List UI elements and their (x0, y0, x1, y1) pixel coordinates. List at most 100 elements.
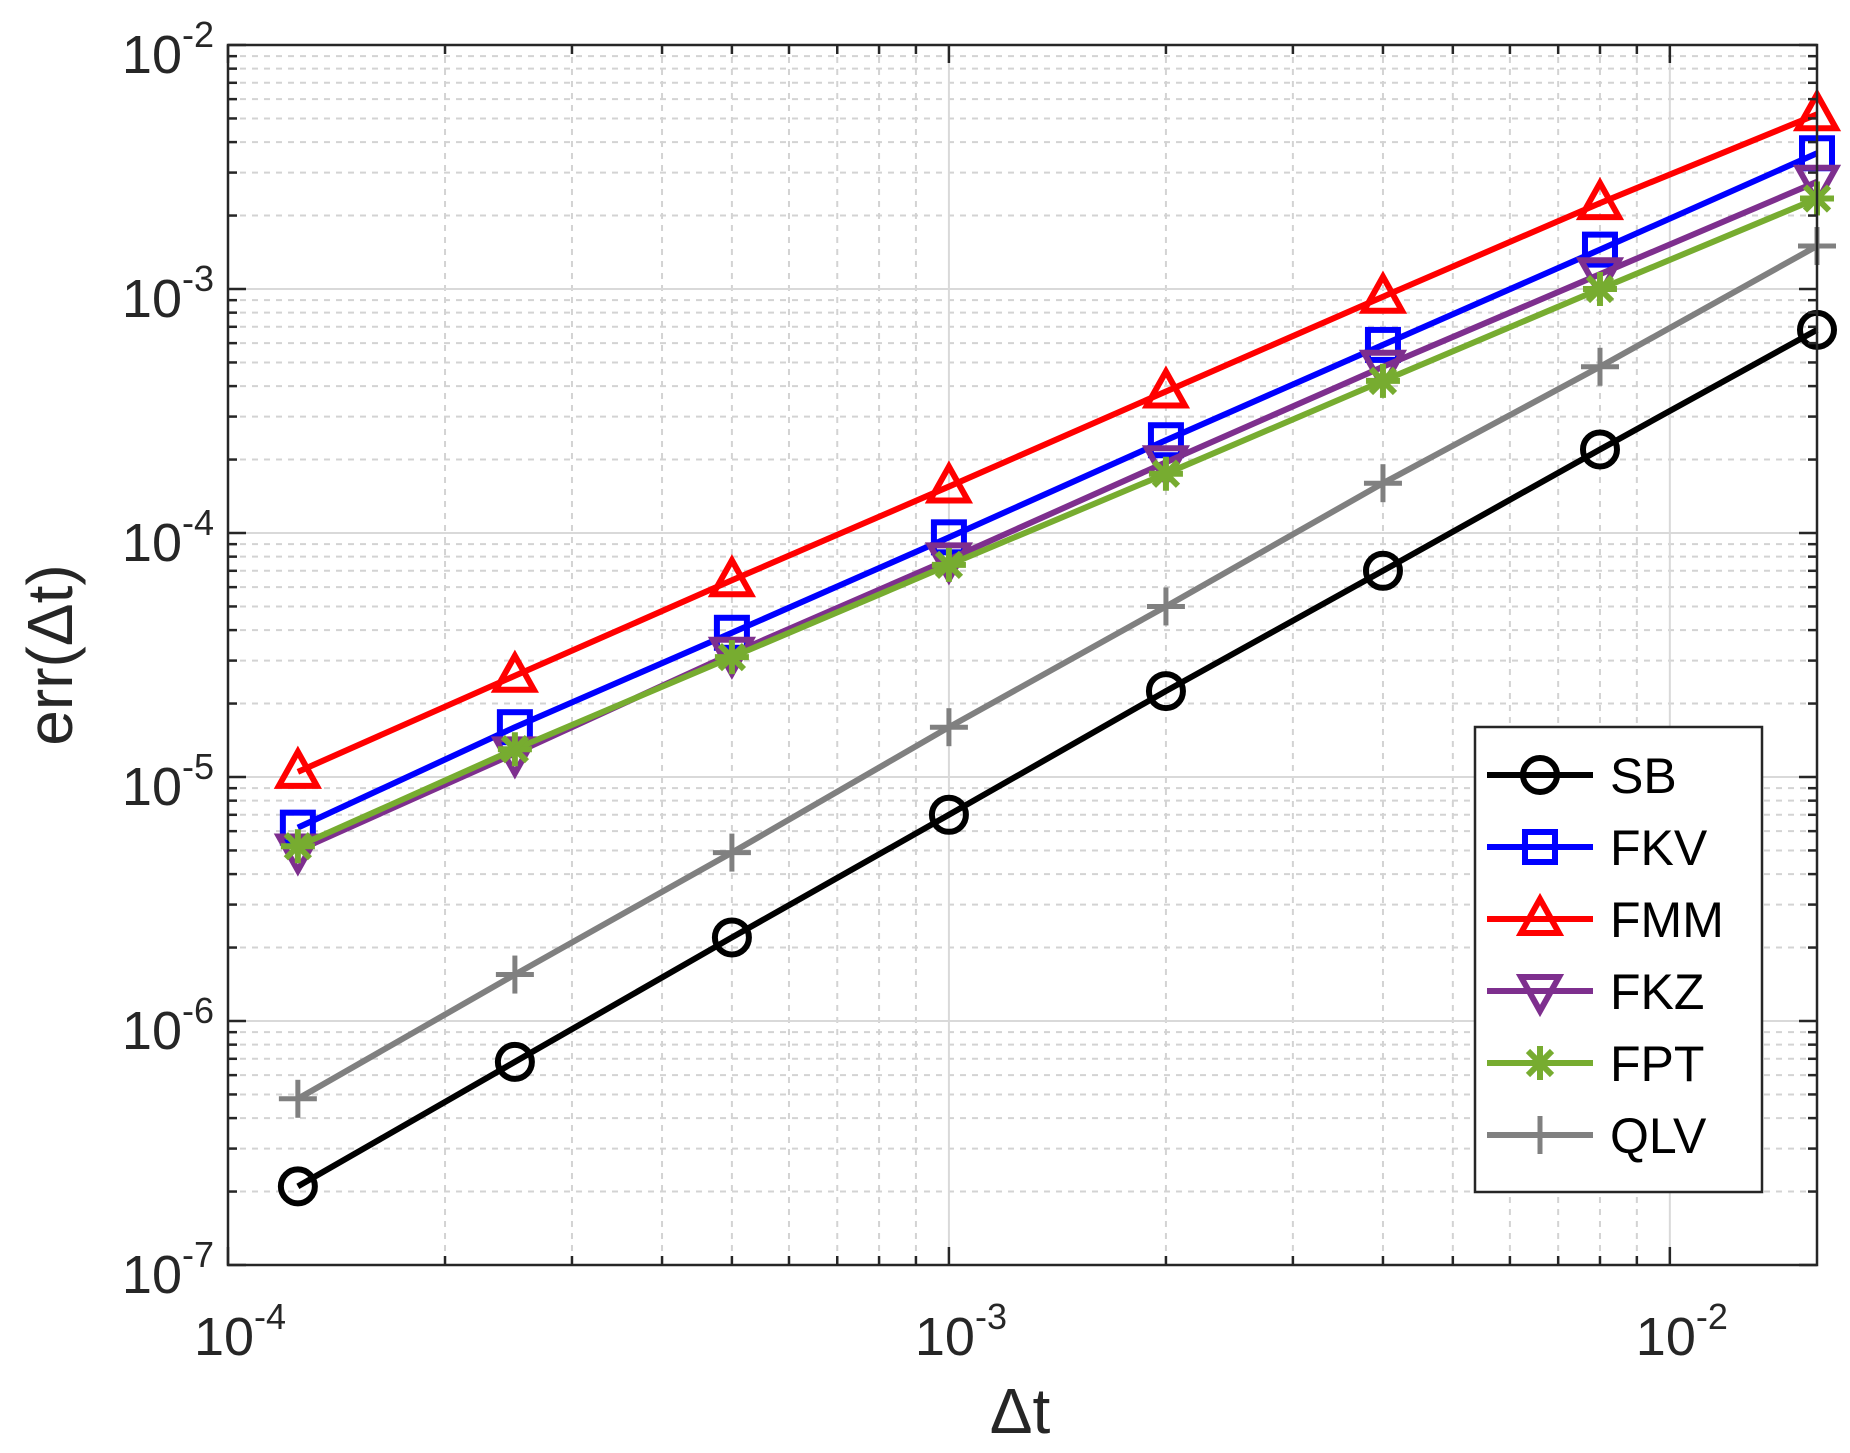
series-line-sb (296, 327, 1819, 1189)
legend-label: FKV (1610, 820, 1708, 876)
marker-asterisk-stroke (1368, 366, 1398, 396)
y-tick-label: 10-6 (122, 990, 214, 1061)
marker-circle (277, 1166, 318, 1207)
series-line-fpt (296, 195, 1819, 850)
marker-triangle-up (490, 649, 539, 693)
tick-exponent: -3 (182, 258, 214, 299)
tick-base: 10 (122, 1245, 182, 1305)
series-line-qlv (296, 243, 1819, 1102)
legend-item-sb: SB (1487, 748, 1677, 804)
legend-label: SB (1610, 748, 1677, 804)
tick-exponent: -2 (1696, 1296, 1728, 1337)
x-tick-label: 10-2 (1636, 1296, 1728, 1367)
marker-square (1522, 829, 1558, 865)
legend-label: FPT (1610, 1036, 1704, 1092)
marker-asterisk (497, 732, 532, 767)
legend-item-fkz: FKZ (1487, 964, 1704, 1020)
marker-asterisk (714, 640, 749, 675)
marker-circle (1579, 429, 1620, 470)
marker-triangle-down (1515, 974, 1565, 1018)
tick-exponent: -5 (182, 746, 214, 787)
marker-asterisk (1523, 1046, 1557, 1080)
marker-asterisk-stroke (1525, 1048, 1555, 1078)
legend-label: FMM (1610, 892, 1724, 948)
marker-plus (495, 955, 534, 994)
tick-base: 10 (915, 1307, 975, 1367)
y-tick-label: 10-7 (122, 1234, 214, 1305)
marker-triangle-up (1575, 176, 1625, 221)
marker-circle (711, 917, 752, 958)
marker-asterisk (280, 829, 315, 864)
marker-triangle-up (707, 554, 757, 598)
marker-triangle-up (924, 460, 974, 504)
marker-plus (1363, 464, 1402, 503)
legend-label: FKZ (1610, 964, 1704, 1020)
tick-exponent: -3 (975, 1296, 1007, 1337)
marker-square (1581, 231, 1618, 268)
marker-plus (1521, 1116, 1559, 1154)
tick-exponent: -4 (182, 502, 214, 543)
y-tick-label: 10-3 (122, 258, 214, 329)
marker-asterisk-stroke (1151, 459, 1181, 488)
x-tick-labels: 10-4 10-3 10-2 (194, 1296, 1728, 1367)
marker-asterisk (1582, 272, 1617, 306)
marker-plus (1146, 587, 1185, 626)
marker-circle (928, 794, 969, 835)
tick-exponent: -4 (254, 1296, 286, 1337)
marker-triangle-up (1141, 365, 1191, 409)
marker-asterisk (1148, 456, 1183, 491)
marker-asterisk-stroke (934, 550, 964, 580)
tick-base: 10 (122, 1001, 182, 1061)
y-axis-label: err(Δt) (14, 564, 86, 745)
marker-asterisk-stroke (500, 735, 530, 764)
marker-plus (929, 708, 968, 747)
legend-box (1473, 725, 1764, 1194)
tick-base: 10 (122, 269, 182, 329)
y-tick-label: 10-2 (122, 14, 214, 85)
marker-plus (278, 1079, 317, 1118)
tick-base: 10 (1636, 1307, 1696, 1367)
marker-circle (1362, 550, 1403, 591)
series-sb (277, 309, 1837, 1207)
marker-circle (494, 1041, 535, 1082)
legend-item-fpt: FPT (1487, 1036, 1704, 1092)
marker-asterisk-stroke (717, 642, 747, 672)
marker-triangle-up (1358, 270, 1408, 314)
marker-asterisk (931, 547, 966, 582)
tick-base: 10 (122, 757, 182, 817)
series-qlv (278, 227, 1836, 1118)
tick-base: 10 (122, 513, 182, 573)
marker-asterisk-stroke (283, 832, 313, 861)
tick-base: 10 (122, 25, 182, 85)
legend-item-qlv: QLV (1487, 1108, 1707, 1164)
marker-triangle-up (1515, 892, 1565, 936)
y-tick-labels: 10-710-610-510-410-310-2 (122, 14, 214, 1305)
marker-square (1147, 422, 1184, 459)
legend-item-fmm: FMM (1487, 892, 1724, 948)
tick-exponent: -2 (182, 14, 214, 55)
series-line-fkv (296, 150, 1819, 831)
tick-exponent: -6 (182, 990, 214, 1031)
x-tick-label: 10-4 (194, 1296, 286, 1367)
series-line-fmm (296, 111, 1819, 775)
marker-circle (1145, 671, 1186, 712)
y-tick-label: 10-4 (122, 502, 214, 573)
axes (226, 43, 1819, 1267)
legend: SB FKV FMM FKZ FPT QLV (1473, 725, 1764, 1194)
plot-area-frame (226, 43, 1819, 1267)
legend-item-fkv: FKV (1487, 820, 1708, 876)
marker-asterisk (1365, 363, 1400, 398)
marker-asterisk-stroke (1585, 274, 1615, 304)
y-tick-label: 10-5 (122, 746, 214, 817)
legend-label: QLV (1610, 1108, 1707, 1164)
tick-exponent: -7 (182, 1234, 214, 1275)
marker-circle (1520, 755, 1560, 795)
series-fkv (279, 135, 1835, 846)
marker-plus (1580, 347, 1619, 386)
x-axis-label: Δt (990, 1375, 1051, 1447)
marker-triangle-up (273, 745, 322, 789)
x-tick-label: 10-3 (915, 1296, 1007, 1367)
marker-plus (712, 833, 751, 872)
marker-square (1364, 326, 1401, 363)
